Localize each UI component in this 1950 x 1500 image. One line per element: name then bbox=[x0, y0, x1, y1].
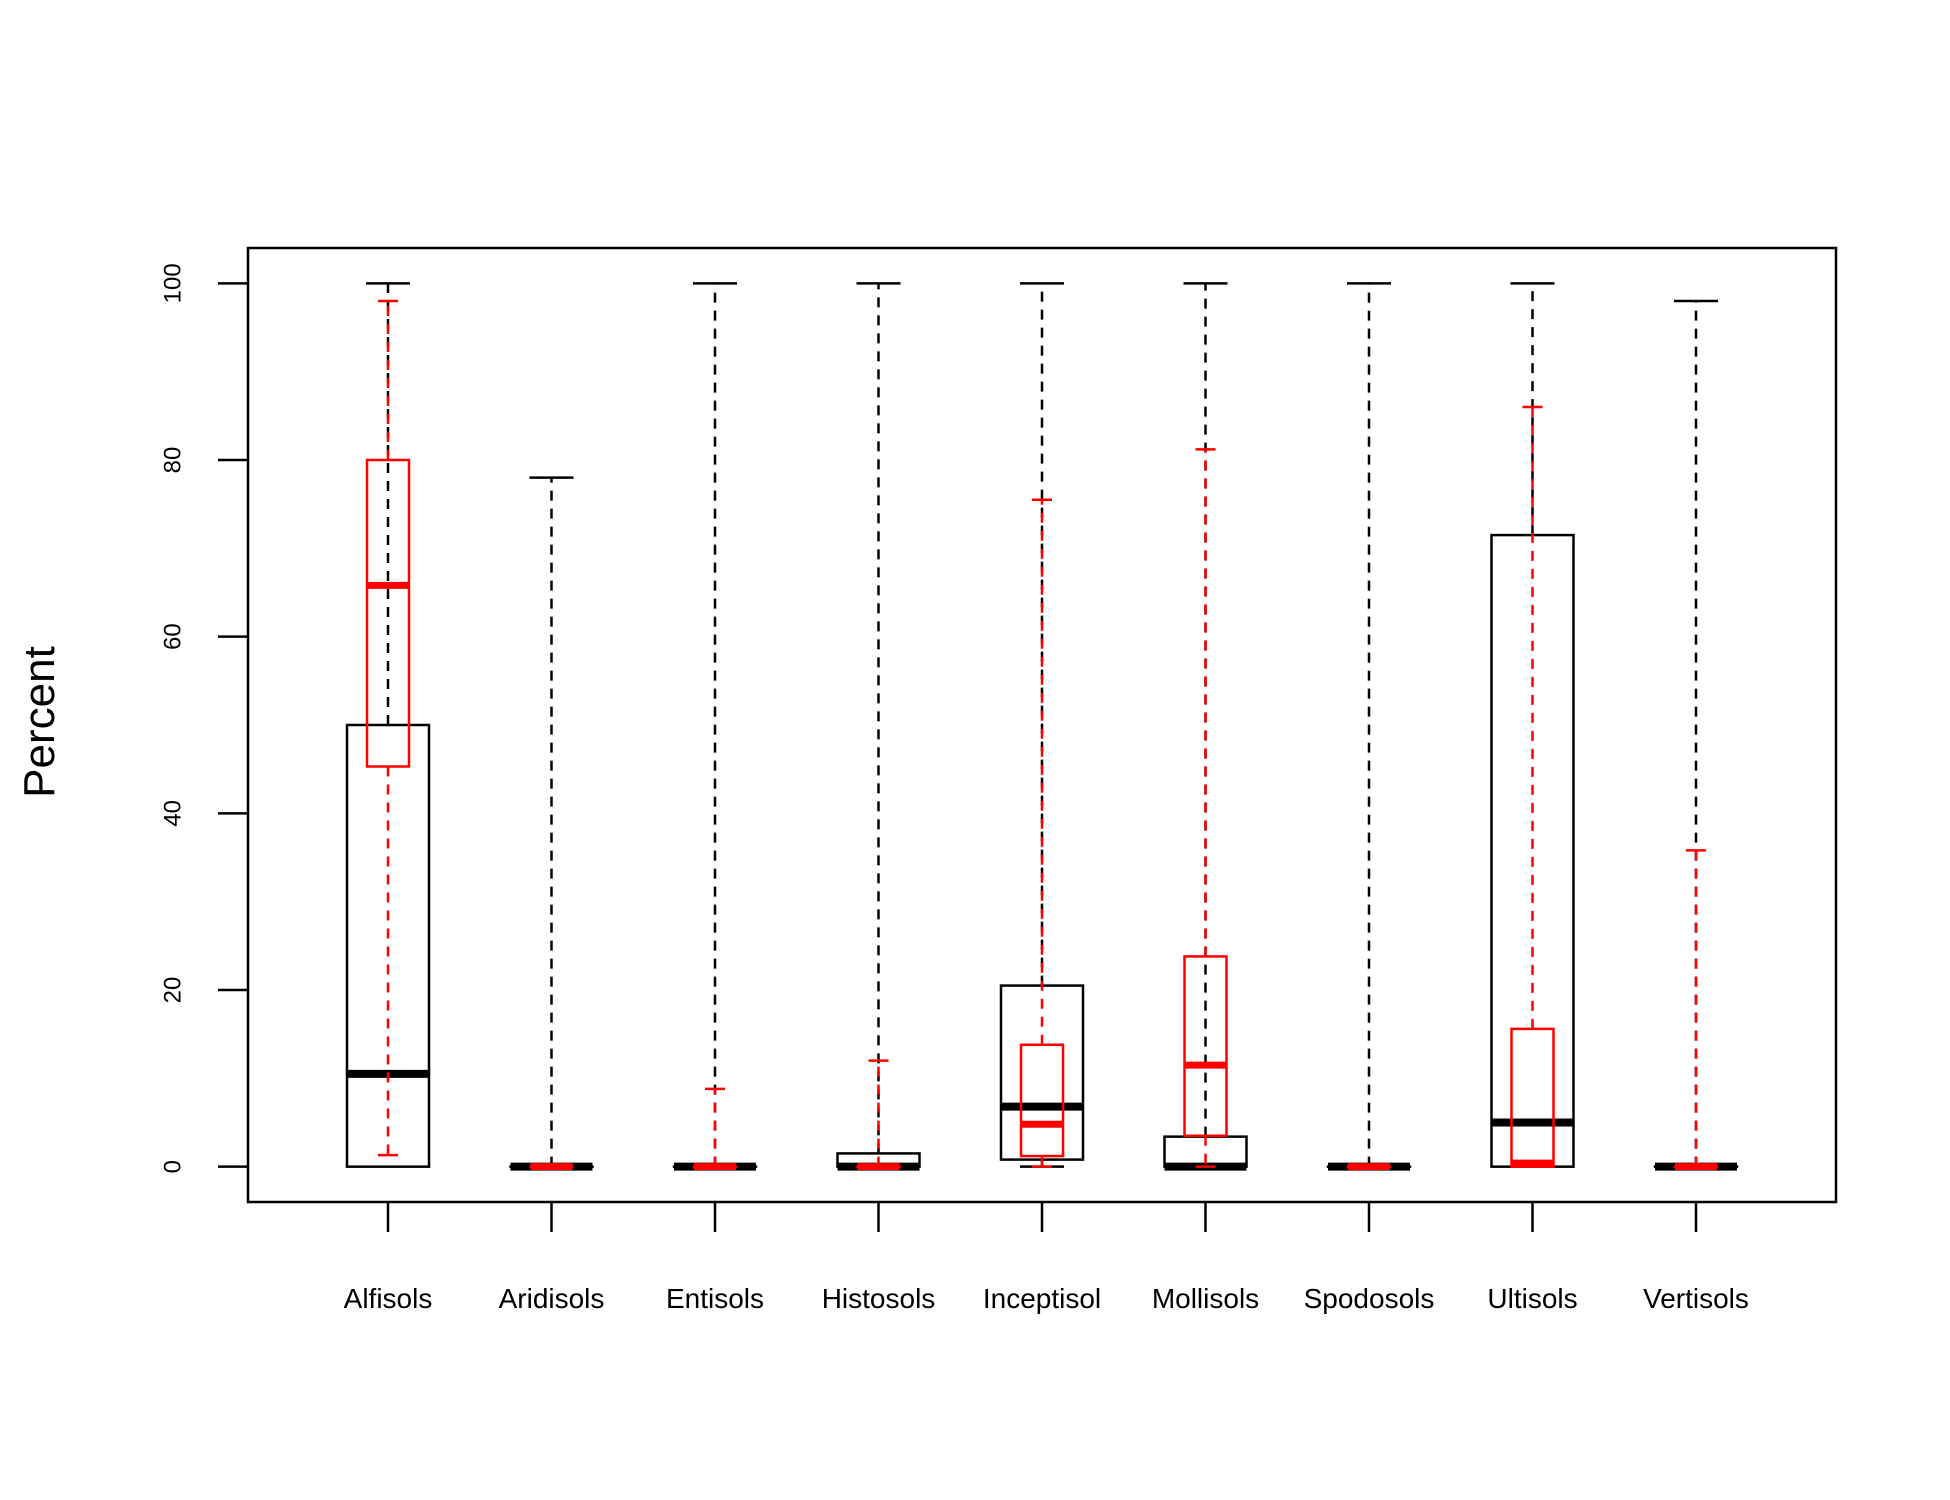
x-category-label: Spodosols bbox=[1304, 1283, 1435, 1314]
black-box bbox=[999, 984, 1085, 1161]
red-box bbox=[1019, 1043, 1065, 1158]
y-tick-label: 0 bbox=[159, 1160, 186, 1173]
red-box bbox=[1183, 955, 1228, 1138]
y-tick-label: 60 bbox=[159, 623, 186, 650]
y-axis-title: Percent bbox=[15, 646, 64, 798]
x-axis: Alfisols Aridisols Entisols Histosols Incept… bbox=[344, 1202, 1749, 1314]
y-tick-label: 100 bbox=[159, 263, 186, 303]
x-category-label: Vertisols bbox=[1643, 1283, 1749, 1314]
y-tick-label: 40 bbox=[159, 800, 186, 827]
x-category-label: Alfisols bbox=[344, 1283, 433, 1314]
red-box bbox=[1510, 1027, 1555, 1168]
y-tick-label: 80 bbox=[159, 447, 186, 474]
y-axis: 0 20 40 60 80 100 bbox=[159, 263, 248, 1173]
y-tick-label: 20 bbox=[159, 977, 186, 1004]
red-box bbox=[365, 458, 411, 768]
red-series bbox=[365, 299, 1719, 1171]
x-category-label: Ultisols bbox=[1487, 1283, 1577, 1314]
x-category-label: Inceptisol bbox=[983, 1283, 1101, 1314]
black-series bbox=[345, 282, 1739, 1171]
x-category-label: Mollisols bbox=[1152, 1283, 1259, 1314]
x-category-label: Aridisols bbox=[499, 1283, 605, 1314]
black-box bbox=[345, 723, 431, 1168]
x-category-label: Entisols bbox=[666, 1283, 764, 1314]
x-category-label: Histosols bbox=[822, 1283, 936, 1314]
